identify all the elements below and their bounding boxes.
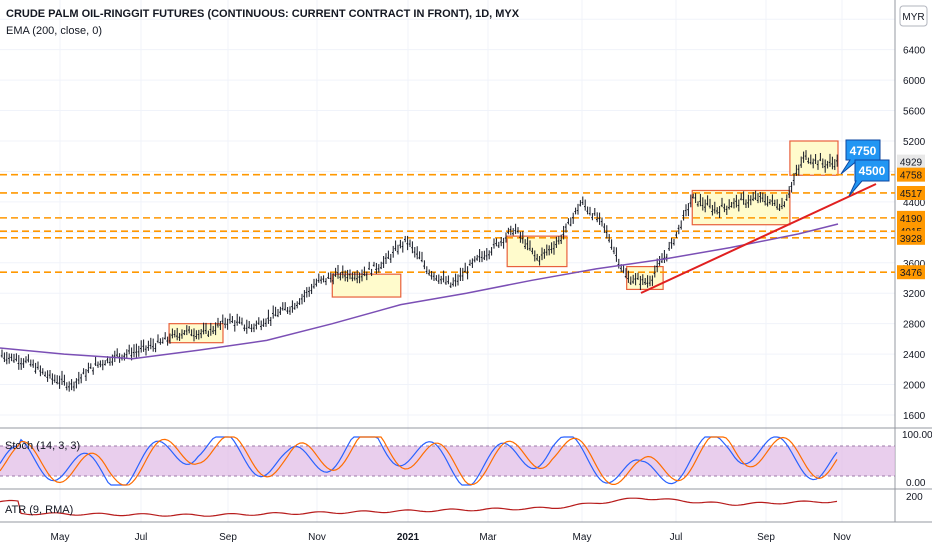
price-tick-label: 3200 [903, 289, 926, 300]
price-tag-label: 4758 [900, 171, 923, 182]
callout-label-4500: 4500 [859, 164, 886, 178]
time-tick-label: Jul [670, 532, 683, 543]
price-tag [897, 210, 925, 225]
callout-4750[interactable]: 4750 [840, 139, 881, 175]
stoch-d-line [0, 436, 838, 486]
currency-label: MYR [902, 12, 924, 23]
time-tick-label: May [573, 532, 592, 543]
price-candles [0, 150, 838, 392]
price-tick-label: 6000 [903, 76, 926, 87]
time-tick-label: Jul [135, 532, 148, 543]
price-tag-label: 3476 [900, 268, 923, 279]
time-tick-label: Nov [833, 532, 851, 543]
price-tag [897, 230, 925, 245]
uptrend-line[interactable] [640, 183, 877, 294]
indicator-ema-label: EMA (200, close, 0) [6, 25, 102, 37]
atr-panel-label: ATR (9, RMA) [5, 504, 73, 516]
price-tag-label: 4190 [900, 214, 923, 225]
price-tag-label: 3928 [900, 234, 923, 245]
callout-label-4750: 4750 [850, 144, 877, 158]
currency-badge[interactable]: MYR [899, 5, 928, 27]
consolidation-box[interactable] [506, 235, 568, 268]
price-tag [897, 167, 925, 182]
stoch-axis-0: 0.00 [906, 478, 926, 489]
stoch-k-line [0, 436, 838, 486]
consolidation-box[interactable] [789, 140, 839, 176]
price-tag-label: 4929 [900, 158, 923, 169]
price-tag-label: 4517 [900, 189, 923, 200]
price-tick-label: 5200 [903, 137, 926, 148]
price-tick-label: 2800 [903, 320, 926, 331]
price-tag [897, 154, 925, 169]
time-tick-label: Sep [219, 532, 237, 543]
time-tick-label: Sep [757, 532, 775, 543]
support-lines[interactable] [0, 173, 895, 274]
price-tick-label: 3600 [903, 259, 926, 270]
atr-line [0, 497, 838, 517]
price-tags: 4929475845174190401539283476 [897, 154, 925, 280]
price-tag [897, 265, 925, 280]
grid-lines [0, 0, 895, 522]
chart-title: CRUDE PALM OIL-RINGGIT FUTURES (CONTINUO… [6, 8, 520, 20]
time-tick-label: Nov [308, 532, 326, 543]
ema-line [0, 223, 839, 360]
callout-4500[interactable]: 4500 [848, 159, 890, 197]
price-tick-label: 6400 [903, 46, 926, 57]
time-tick-label: Mar [479, 532, 497, 543]
price-tick-label: 2400 [903, 350, 926, 361]
time-tick-label: May [51, 532, 70, 543]
price-tick-label: 2000 [903, 381, 926, 392]
price-tick-label: 1600 [903, 411, 926, 422]
price-tick-label: 5600 [903, 107, 926, 118]
time-axis[interactable]: May Jul Sep Nov 2021 Mar May Jul Sep Nov [51, 532, 851, 543]
price-tick-label: 4400 [903, 198, 926, 209]
stoch-panel-label: Stoch (14, 3, 3) [5, 440, 80, 452]
time-tick-label: 2021 [397, 532, 420, 543]
stoch-axis-100: 100.00 [902, 430, 932, 441]
price-tag [897, 185, 925, 200]
atr-axis-200: 200 [906, 492, 923, 503]
